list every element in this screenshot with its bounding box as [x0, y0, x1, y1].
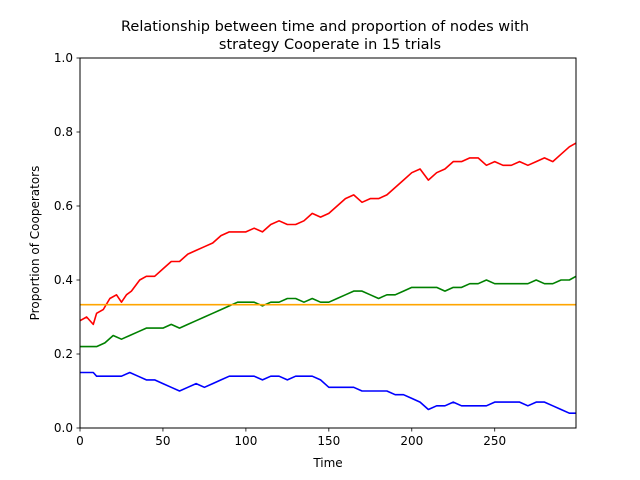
x-tick-label: 100: [234, 434, 257, 448]
y-tick-label: 0.6: [54, 199, 73, 213]
x-tick-label: 0: [76, 434, 84, 448]
x-tick-label: 250: [483, 434, 506, 448]
y-axis: 0.0 0.2 0.4 0.6 0.8 1.0: [54, 51, 80, 435]
plot-area-frame: [79, 57, 577, 429]
series-blue-line: [80, 371, 576, 415]
x-axis-label: Time: [312, 456, 342, 470]
y-tick-label: 1.0: [54, 51, 73, 65]
x-tick-label: 200: [400, 434, 423, 448]
chart-title-line-1: Relationship between time and proportion…: [121, 19, 529, 35]
y-tick-label: 0.4: [54, 273, 73, 287]
series-layer: [79, 142, 577, 415]
x-axis: 0 50 100 150 200 250: [76, 428, 506, 448]
x-tick-label: 50: [155, 434, 170, 448]
y-axis-label: Proportion of Cooperators: [28, 166, 42, 321]
series-red-line: [79, 142, 577, 326]
series-green-line: [80, 275, 577, 348]
x-tick-label: 150: [317, 434, 340, 448]
y-tick-label: 0.8: [54, 125, 73, 139]
y-tick-label: 0.2: [54, 347, 73, 361]
chart-title-line-2: strategy Cooperate in 15 trials: [219, 37, 441, 53]
y-tick-label: 0.0: [54, 421, 73, 435]
